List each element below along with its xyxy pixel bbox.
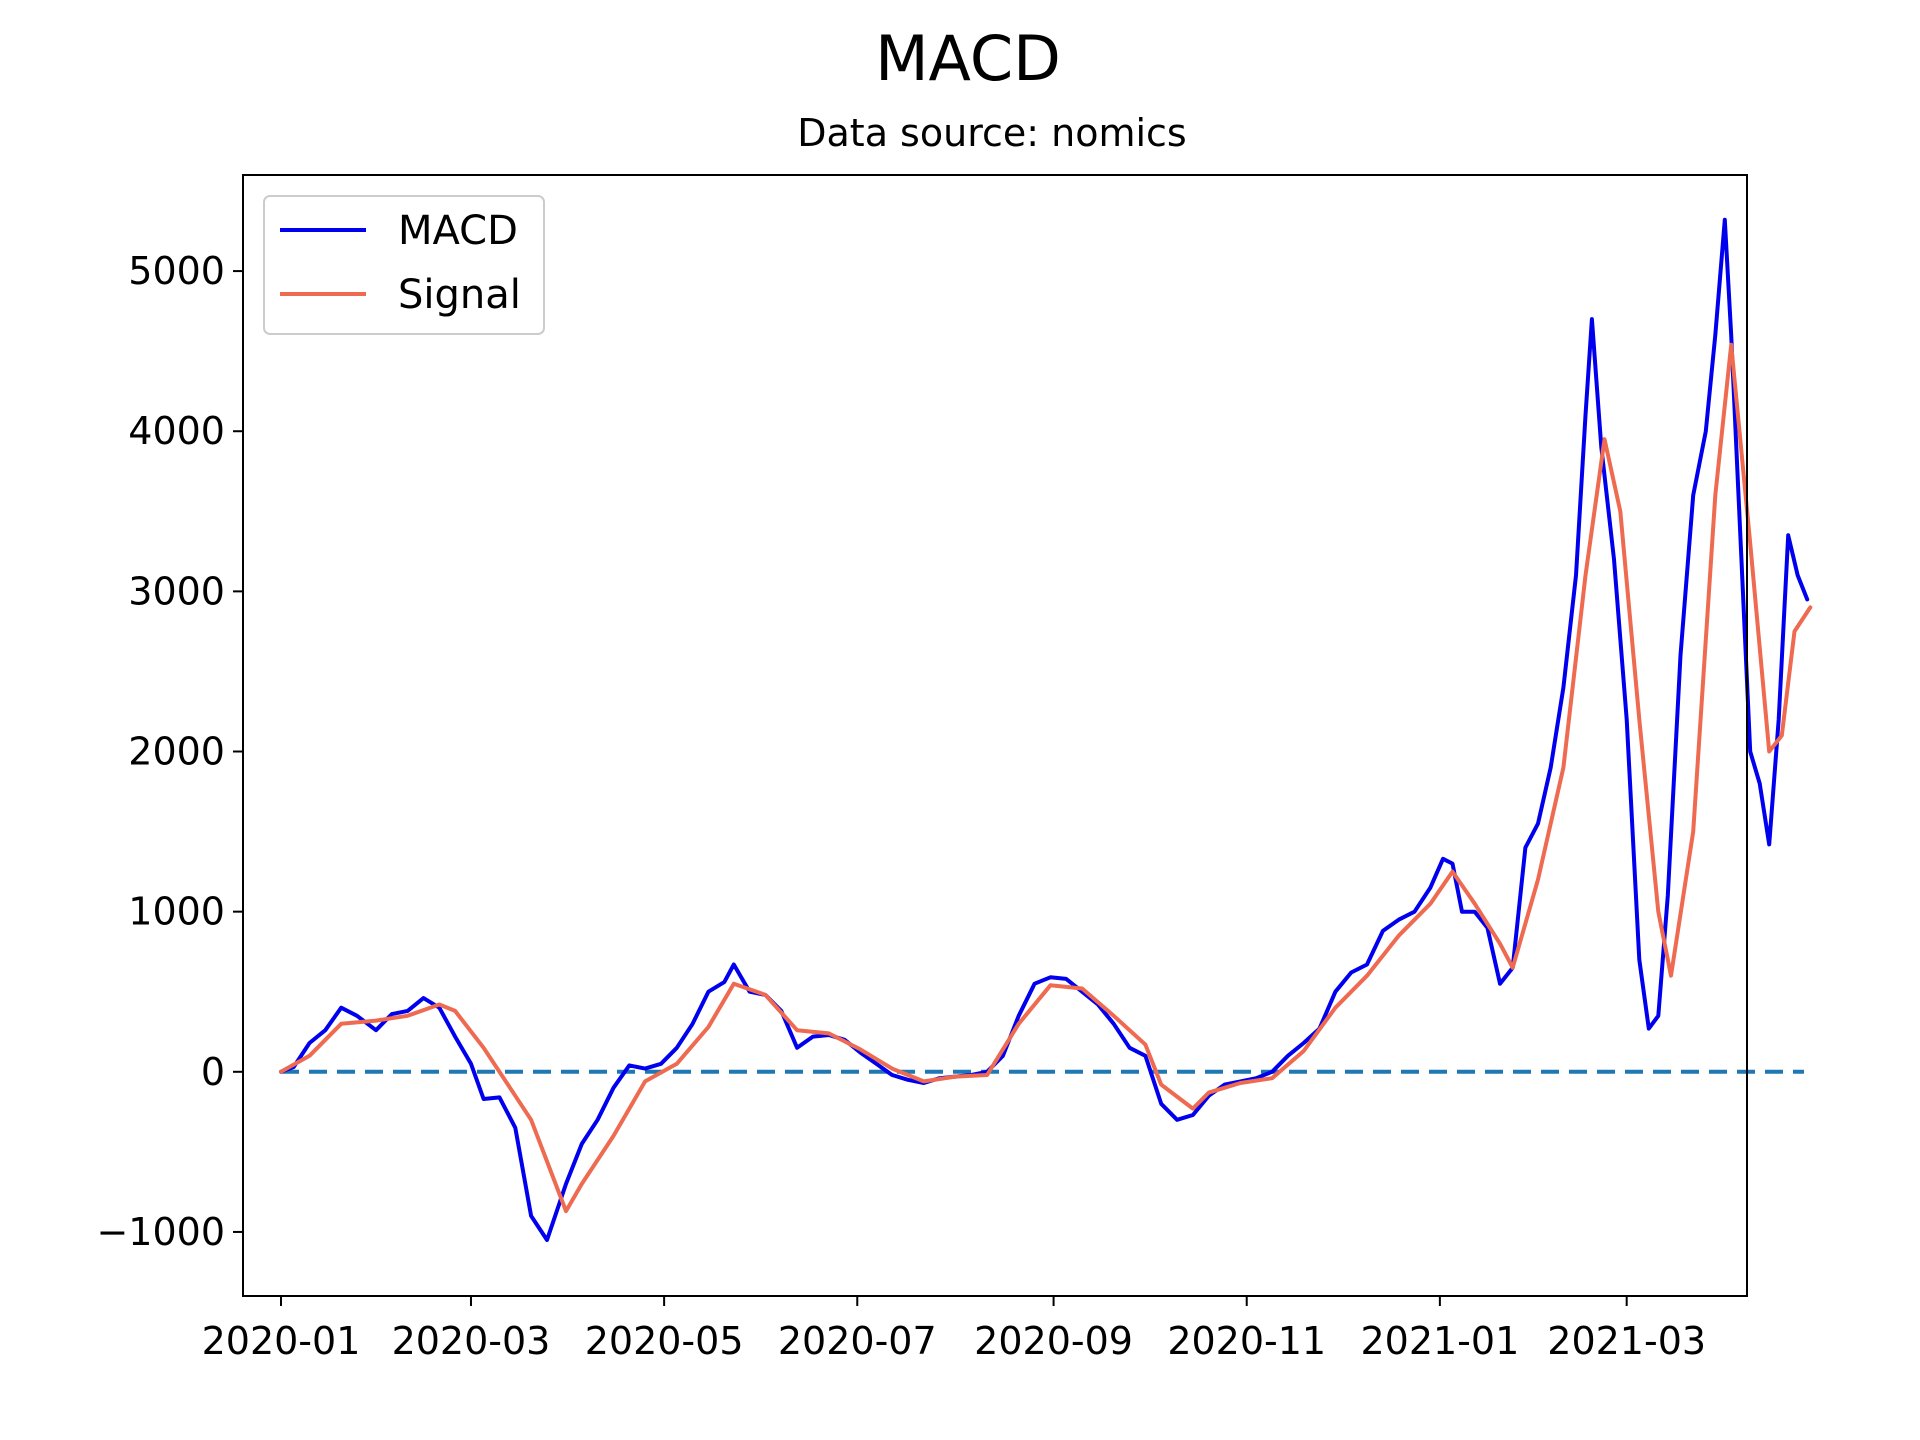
- chart-title: MACD: [875, 22, 1061, 95]
- legend: MACD Signal: [263, 195, 545, 335]
- plot-frame: [242, 174, 1748, 1297]
- y-tick-label: 0: [201, 1050, 225, 1094]
- series-line-signal: [279, 342, 1813, 1214]
- x-tick-label: 2021-01: [1360, 1319, 1519, 1363]
- y-tick-label: 4000: [128, 409, 225, 453]
- y-tick-label: −1000: [96, 1210, 225, 1254]
- x-tick-label: 2020-11: [1167, 1319, 1326, 1363]
- y-tick-label: 5000: [128, 249, 225, 293]
- series-line-macd: [279, 217, 1810, 1242]
- x-tick-label: 2021-03: [1547, 1319, 1706, 1363]
- y-tick-label: 3000: [128, 569, 225, 613]
- x-tick-label: 2020-09: [974, 1319, 1133, 1363]
- axes: −1000 0 1000 2000 3000 4000 5000 2020-01 2020-03…: [96, 174, 1748, 1363]
- legend-label-signal: Signal: [398, 272, 521, 318]
- x-tick-label: 2020-05: [585, 1319, 744, 1363]
- y-tick-label: 1000: [128, 890, 225, 934]
- x-tick-label: 2020-03: [392, 1319, 551, 1363]
- chart-subtitle: Data source: nomics: [797, 111, 1186, 155]
- x-tick-label: 2020-01: [202, 1319, 361, 1363]
- legend-label-macd: MACD: [398, 208, 518, 254]
- x-tick-label: 2020-07: [778, 1319, 937, 1363]
- y-tick-label: 2000: [128, 730, 225, 774]
- plot-area: [279, 217, 1813, 1242]
